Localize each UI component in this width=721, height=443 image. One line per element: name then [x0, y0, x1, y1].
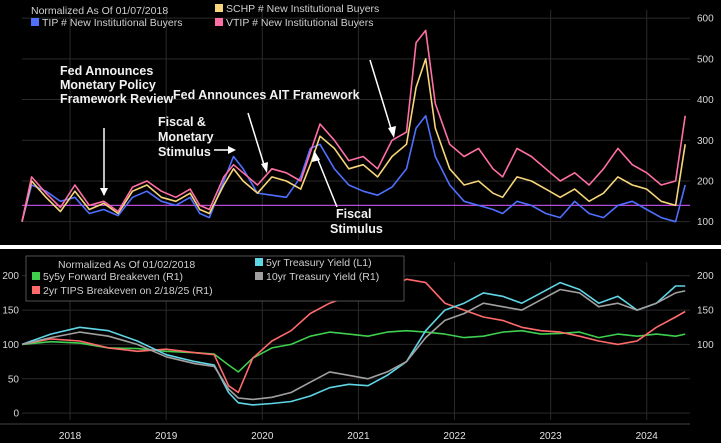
annotation-framework-review-line-3: Framework Review [60, 92, 174, 106]
legend-swatch-tip [31, 18, 39, 26]
y-tick-500-0: 500 [697, 54, 714, 65]
y-tick-right-150: 150 [697, 306, 714, 317]
x-tick-2022: 2022 [443, 431, 466, 442]
series-line-tip-new-institutional-buyers [21, 115, 686, 223]
annotation-framework-review-line-2: Monetary Policy [60, 78, 156, 92]
annotation-fiscal-stimulus: Fiscal Stimulus [312, 150, 383, 236]
top-panel: 100 200 300 400 500 600 Normalized As Of 01/0… [21, 3, 714, 240]
bottom-panel: 0 50 100 150 200 100 150 200 Normalized As Of 0… [2, 255, 714, 420]
x-axis: 2018 2019 2020 2021 2022 2023 2024 [0, 423, 690, 442]
x-tick-2024: 2024 [636, 431, 659, 442]
y-tick-50-1: 50 [8, 374, 20, 385]
annotation-fm-arrow-head [261, 162, 268, 173]
y-tick-100-1: 100 [2, 340, 19, 351]
top-series-lines [21, 29, 686, 223]
series-line-schp-new-institutional-buyers [21, 58, 686, 222]
annotation-framework-review-line-1: Fed Announces [60, 64, 153, 78]
annotation-fiscal-monetary-line-2: Monetary [158, 130, 214, 144]
y-tick-400-0: 400 [697, 95, 714, 106]
legend-label-vtip: VTIP # New Institutional Buyers [226, 17, 373, 29]
legend-label-10yr-treasury: 10yr Treasury Yield (R1) [266, 271, 379, 283]
annotation-fiscal-monetary-line-1: Fiscal & [158, 115, 206, 129]
annotation-fiscal-monetary: Fiscal & Monetary Stimulus [158, 112, 268, 173]
annotation-ait-text: Fed Announces AIT Framework [173, 88, 360, 102]
bottom-y-tick-labels: 0 50 100 150 200 100 150 200 [2, 271, 714, 419]
y-tick-100-0: 100 [697, 217, 714, 228]
series-line-5y5y-forward-breakeven-r1 [21, 329, 686, 373]
x-tick-2023: 2023 [540, 431, 563, 442]
legend-swatch-5y5y [32, 272, 40, 280]
bottom-legend-title: Normalized As Of 01/02/2018 [58, 259, 195, 271]
legend-label-tip: TIP # New Institutional Buyers [42, 17, 182, 29]
x-tick-2018: 2018 [59, 431, 82, 442]
y-tick-0-1: 0 [13, 409, 19, 420]
legend-label-schp: SCHP # New Institutional Buyers [226, 3, 379, 15]
x-tick-2019: 2019 [155, 431, 178, 442]
y-tick-right-200: 200 [697, 271, 714, 282]
annotation-ait-framework: Fed Announces AIT Framework [173, 59, 396, 138]
legend-swatch-5yr-treasury [255, 258, 263, 266]
series-line-vtip-new-institutional-buyers [21, 29, 686, 222]
annotation-framework-review: Fed Announces Monetary Policy Framework … [60, 64, 174, 196]
annotation-fiscal-monetary-line-3: Stimulus [158, 145, 211, 159]
y-tick-600-0: 600 [697, 14, 714, 25]
y-tick-300-0: 300 [697, 136, 714, 147]
y-tick-150-1: 150 [2, 306, 19, 317]
annotation-fm-arrow-shaft [247, 112, 266, 169]
annotation-fiscal-stimulus-line-2: Stimulus [330, 222, 383, 236]
y-tick-200-1: 200 [2, 271, 19, 282]
panel-divider [0, 245, 721, 249]
y-tick-right-100: 100 [697, 340, 714, 351]
x-axis-year-ticks: 2018 2019 2020 2021 2022 2023 2024 [59, 431, 658, 442]
top-legend: Normalized As Of 01/07/2018 TIP # New In… [31, 3, 379, 29]
legend-swatch-vtip [215, 18, 223, 26]
legend-swatch-10yr-treasury [255, 272, 263, 280]
top-legend-title: Normalized As Of 01/07/2018 [31, 5, 168, 17]
legend-swatch-schp [215, 4, 223, 12]
bottom-legend-box [25, 255, 405, 302]
legend-label-5y5y: 5y5y Forward Breakeven (R1) [43, 271, 183, 283]
annotation-ait-arrow-shaft [369, 59, 393, 133]
legend-swatch-2yr-tips [32, 286, 40, 294]
x-tick-2020: 2020 [251, 431, 274, 442]
series-line-5yr-treasury-yield-l1 [21, 281, 686, 406]
top-y-tick-labels: 100 200 300 400 500 600 [697, 14, 714, 229]
annotation-ait-arrow-head [388, 126, 396, 138]
annotation-fs-arrow-shaft [315, 154, 338, 208]
annotation-fiscal-stimulus-line-1: Fiscal [336, 207, 371, 221]
bottom-legend: Normalized As Of 01/02/2018 5y5y Forward… [25, 255, 405, 302]
x-tick-2021: 2021 [347, 431, 370, 442]
annotation-fs-arrow-head [312, 150, 320, 162]
series-line-10yr-treasury-yield-r1 [21, 288, 686, 401]
annotation-fm-arrow2-head [228, 146, 236, 154]
legend-label-5yr-treasury: 5yr Treasury Yield (L1) [266, 257, 372, 269]
top-gridlines [22, 10, 690, 240]
annotation-arrow-head [100, 188, 108, 196]
legend-label-2yr-tips: 2yr TIPS Breakeven on 2/18/25 (R1) [43, 285, 213, 297]
y-tick-200-0: 200 [697, 176, 714, 187]
